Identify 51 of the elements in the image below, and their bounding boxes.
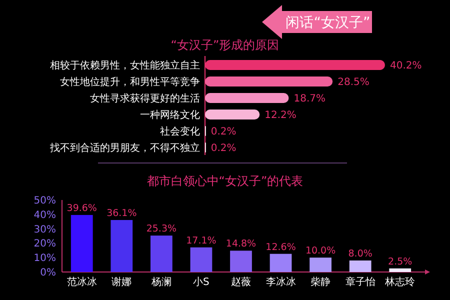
data-label: 12.6%: [266, 242, 296, 253]
bar: [150, 236, 172, 272]
x-tick-label: 柴静: [310, 276, 331, 288]
data-label: 17.1%: [186, 235, 216, 246]
x-tick-label: 林志玲: [384, 276, 416, 288]
y-tick-label: 30%: [34, 224, 56, 236]
data-label: 2.5%: [388, 256, 412, 268]
x-tick-label: 小S: [193, 276, 210, 288]
y-tick-label: 一种网络文化: [140, 109, 200, 121]
data-label: 39.6%: [66, 202, 97, 214]
y-tick-label: 相较于依赖男性，女性能独立自主: [50, 60, 200, 72]
data-label: 10.0%: [305, 246, 336, 257]
data-label: 28.5%: [338, 77, 370, 88]
y-tick-label: 女性寻求获得更好的生活: [90, 92, 200, 104]
data-label: 8.0%: [348, 248, 372, 260]
data-label: 14.8%: [226, 238, 256, 250]
bar: [270, 254, 292, 272]
data-label: 40.2%: [390, 60, 422, 72]
x-tick-label: 章子怡: [345, 276, 376, 288]
y-tick-label: 40%: [34, 210, 56, 221]
y-tick-label: 找不到合适的男朋友，不得不独立: [49, 142, 200, 154]
bar: [349, 260, 372, 272]
x-tick-label: 杨澜: [150, 276, 172, 288]
y-tick-label: 10%: [34, 253, 56, 264]
x-tick-label: 李冰冰: [266, 276, 296, 288]
bar: [389, 268, 412, 272]
bar: [110, 220, 133, 272]
x-tick-label: 谢娜: [112, 276, 132, 288]
bar: [190, 247, 212, 272]
bar: [230, 250, 252, 272]
y-tick-label: 20%: [34, 238, 56, 250]
x-tick-label: 赵薇: [231, 276, 251, 288]
bar: [70, 214, 93, 272]
data-label: 0.2%: [210, 126, 236, 138]
y-tick-label: 社会变化: [160, 126, 200, 138]
y-tick-label: 0%: [40, 268, 56, 278]
data-label: 18.7%: [294, 94, 326, 104]
data-label: 0.2%: [210, 143, 236, 154]
bar: [310, 258, 332, 272]
y-tick-label: 50%: [34, 196, 56, 206]
text: 闲话“女汉子”: [286, 15, 370, 31]
data-label: 12.2%: [264, 110, 296, 121]
y-tick-label: 女性地位提升，和男性平等竞争: [60, 76, 200, 88]
x-tick-label: 范冰冰: [66, 276, 97, 288]
chart-title: “女汉子”形成的原因: [170, 38, 280, 52]
bar: [205, 93, 289, 103]
chart-title: 都市白领心中“女汉子”的代表: [146, 174, 304, 188]
data-label: 25.3%: [146, 224, 177, 235]
bar: [205, 110, 260, 120]
data-label: 36.1%: [106, 208, 137, 220]
bar: [205, 76, 333, 86]
